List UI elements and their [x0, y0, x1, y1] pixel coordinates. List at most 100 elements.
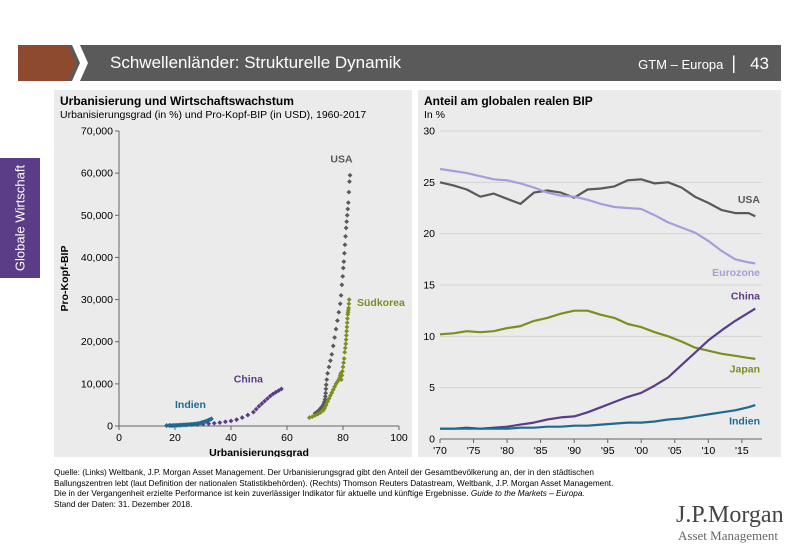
scatter-point	[342, 250, 347, 256]
page-number: 43	[750, 54, 769, 73]
scatter-chart: 0 10,000 20,000 30,000 40,000 50,000 60,000 70,…	[59, 126, 408, 458]
x-tick-label: '70	[433, 445, 447, 457]
scatter-point	[312, 413, 318, 418]
scatter-point	[341, 356, 347, 361]
scatter-point	[338, 377, 344, 383]
scatter-point	[326, 364, 332, 370]
scatter-point	[337, 301, 343, 307]
y-tick-label: 50,000	[81, 210, 113, 222]
scatter-point	[343, 332, 349, 338]
footnote-line: Stand der Daten: 31. Dezember 2018.	[54, 499, 193, 509]
left-chart-subtitle: Urbanisierungsgrad (in %) und Pro-Kopf-B…	[60, 109, 367, 121]
series-line	[439, 167, 756, 265]
scatter-point	[318, 410, 323, 415]
scatter-point	[341, 259, 347, 265]
side-section-tab[interactable]: Globale Wirtschaft	[0, 158, 40, 278]
series-label: USA	[330, 154, 353, 166]
scatter-point	[344, 328, 350, 334]
header-meta: GTM – Europa | 43	[638, 45, 769, 83]
y-tick-label: 10	[423, 331, 435, 343]
header-bar: Schwellenländer: Strukturelle Dynamik GT…	[18, 45, 781, 81]
series-line	[440, 307, 756, 430]
scatter-point	[245, 412, 251, 418]
x-tick-label: '15	[735, 445, 749, 457]
scatter-point	[346, 305, 351, 311]
y-tick-label: 70,000	[81, 126, 113, 138]
series-line	[440, 404, 756, 430]
scatter-point	[342, 345, 348, 351]
scatter-point	[343, 233, 348, 239]
scatter-point	[343, 337, 349, 343]
series-label: USA	[738, 194, 761, 206]
y-tick-label: 40,000	[81, 252, 113, 264]
y-tick-label: 5	[429, 382, 435, 394]
scatter-point	[346, 297, 352, 302]
scatter-point	[346, 189, 352, 195]
scatter-point	[347, 179, 352, 184]
scatter-point	[332, 335, 337, 340]
scatter-point	[333, 326, 339, 332]
side-tab-label: Globale Wirtschaft	[12, 164, 28, 272]
scatter-point	[335, 318, 340, 324]
x-tick-label: '95	[601, 445, 615, 457]
scatter-point	[228, 418, 234, 424]
scatter-point	[338, 292, 344, 298]
scatter-point	[324, 377, 330, 383]
scatter-point	[259, 401, 265, 407]
footnote-line: Die in der Vergangenheit erzielte Perfor…	[54, 489, 585, 499]
scatter-point	[328, 358, 333, 364]
scatter-point	[345, 316, 350, 321]
y-tick-label: 20	[423, 228, 435, 240]
scatter-point	[340, 368, 345, 374]
x-tick-label: 20	[169, 432, 181, 444]
scatter-point	[341, 360, 346, 366]
jpmorgan-logo: J.P.Morgan	[676, 502, 784, 528]
page-title: Schwellenländer: Strukturelle Dynamik	[110, 53, 402, 72]
chevron-logo-icon	[18, 45, 88, 81]
x-tick-label: '05	[668, 445, 682, 457]
scatter-point	[217, 420, 223, 426]
footnote: Quelle: (Links) Weltbank, J.P. Morgan As…	[54, 468, 614, 510]
series-label: China	[731, 290, 760, 302]
scatter-point	[340, 265, 346, 271]
scatter-point	[344, 212, 350, 218]
left-chart-panel: Urbanisierung und Wirtschaftswachstum Ur…	[54, 90, 412, 457]
scatter-point	[323, 382, 329, 388]
scatter-point	[267, 393, 273, 399]
footnote-line: Ballungszentren lebt (laut Definition de…	[54, 478, 614, 488]
scatter-point	[265, 396, 270, 402]
scatter-point	[329, 351, 335, 357]
scatter-point	[322, 394, 328, 399]
y-tick-label: 0	[107, 421, 113, 433]
header-divider: |	[731, 53, 737, 73]
right-chart-title: Anteil am globalen realen BIP	[424, 94, 593, 108]
x-tick-label: 100	[390, 432, 408, 444]
scatter-point	[262, 398, 267, 404]
series-label: Eurozone	[712, 267, 760, 279]
scatter-point	[209, 416, 214, 422]
scatter-point	[339, 282, 345, 288]
y-tick-label: 15	[423, 280, 435, 292]
scatter-point	[321, 399, 327, 405]
x-tick-label: '85	[534, 445, 548, 457]
scatter-point	[340, 273, 346, 279]
series-line	[439, 309, 756, 360]
scatter-point	[343, 341, 349, 347]
x-tick-label: '10	[701, 445, 715, 457]
series-label: Indien	[175, 399, 206, 411]
y-tick-label: 20,000	[81, 336, 113, 348]
scatter-point	[164, 423, 169, 428]
scatter-point	[239, 415, 245, 420]
scatter-point	[346, 301, 352, 307]
x-tick-label: 40	[225, 432, 237, 444]
x-tick-label: 0	[116, 432, 122, 444]
scatter-point	[253, 406, 259, 412]
right-chart-subtitle: In %	[424, 109, 446, 121]
scatter-point	[336, 309, 342, 315]
section-label: GTM – Europa	[638, 57, 724, 72]
x-tick-label: '75	[467, 445, 481, 457]
scatter-point	[340, 364, 346, 370]
scatter-point	[279, 386, 284, 392]
series-label: Südkorea	[357, 297, 405, 309]
scatter-point	[342, 242, 348, 248]
